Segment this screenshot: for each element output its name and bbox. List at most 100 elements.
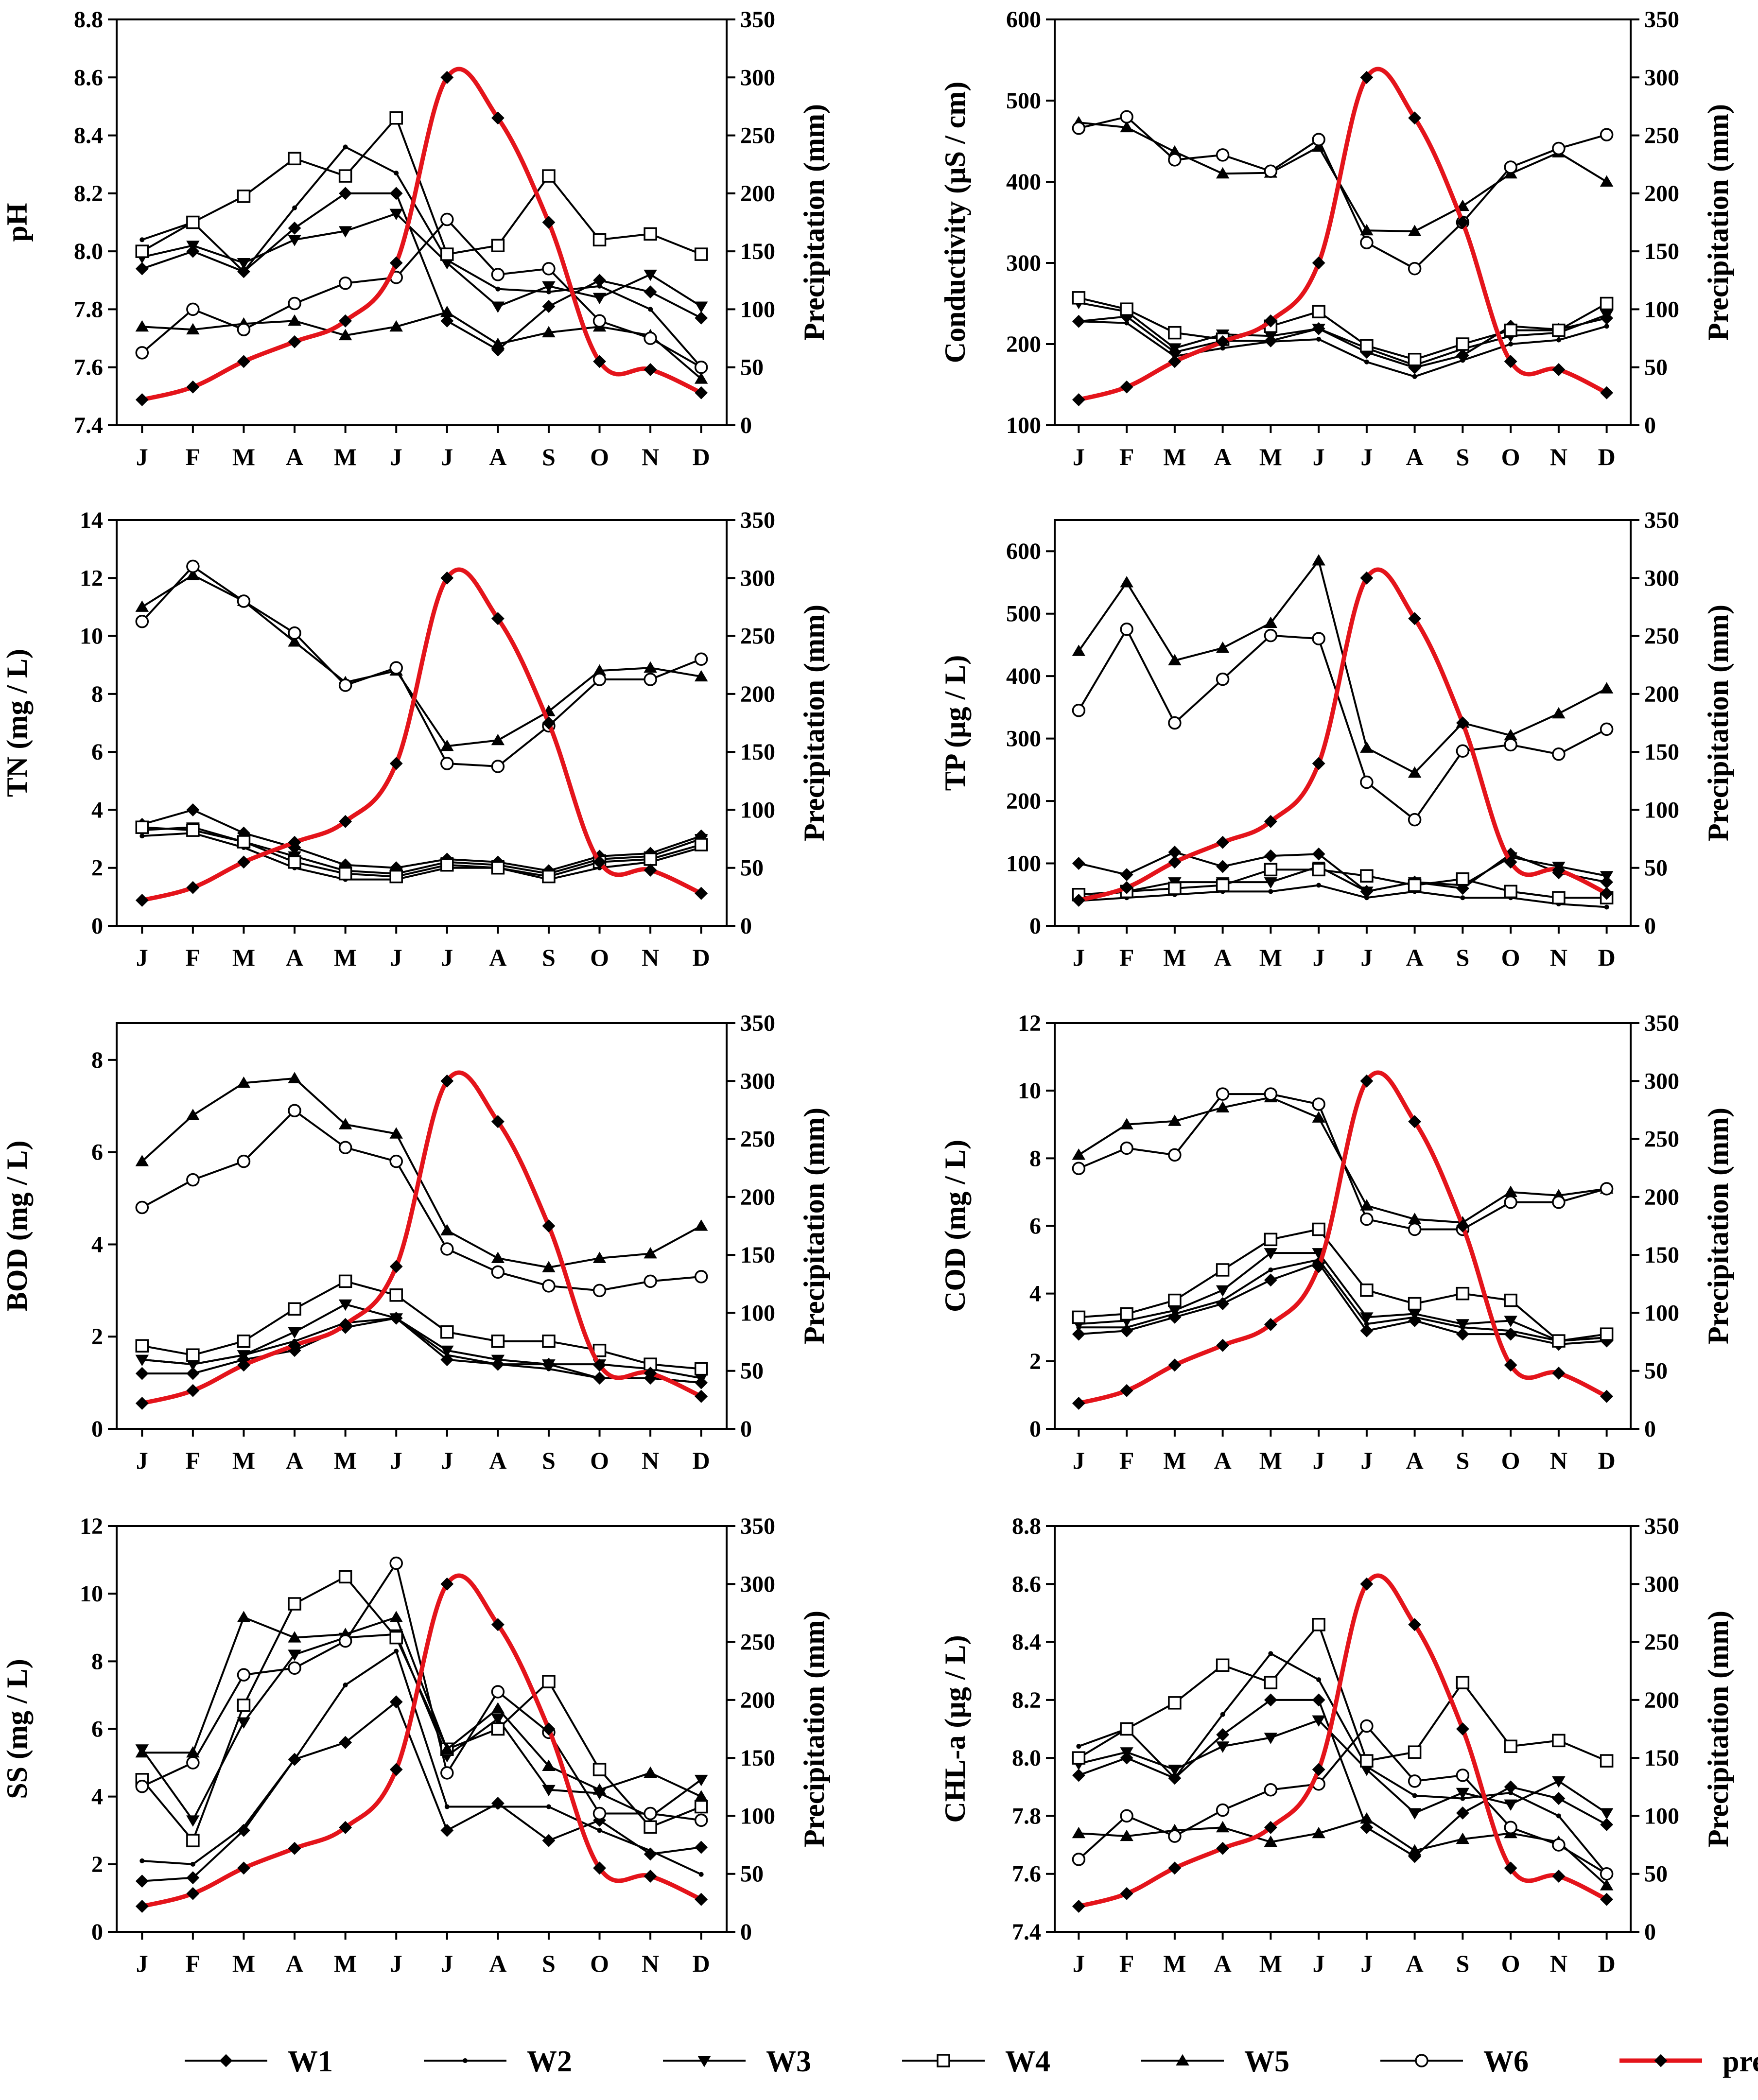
month-label-5: M [1259,944,1282,971]
month-label-10: O [1501,1447,1520,1474]
precipitation-line [1076,1573,1609,1909]
point-w1-1 [135,1367,149,1380]
point-w1-11 [644,285,657,299]
y-tick-label: 0 [91,1416,103,1442]
point-w4-3 [1168,1293,1182,1307]
precip-tick-label: 200 [740,1184,775,1210]
point-w1-12 [1600,1818,1614,1831]
series-line-w2 [1079,320,1607,378]
precip-tick-label: 200 [740,681,775,707]
precip-tick-label: 150 [1644,1745,1679,1771]
y-tick-label: 8 [91,1649,103,1674]
point-w4-2 [186,215,200,229]
series-w5 [135,306,708,384]
series-w4 [1072,1618,1614,1768]
point-w4-7 [1360,869,1374,883]
series-precipitation [135,67,708,406]
series-line-w2 [1078,1652,1608,1874]
point-w6-6 [1312,1097,1325,1111]
precip-point-4 [1216,1841,1230,1855]
point-w6-1 [135,1200,149,1215]
y-tick-label: 4 [91,797,103,823]
point-w4-2 [186,1834,200,1847]
point-w1-3 [237,1823,250,1837]
point-w5-4 [1216,167,1230,179]
y-tick-label: 7.4 [1012,1919,1041,1945]
month-label-6: J [1313,1447,1325,1474]
point-w3-4 [1216,1741,1230,1753]
month-label-12: D [693,944,710,971]
point-w6-6 [1312,632,1325,645]
point-w4-12 [1600,1327,1614,1341]
month-label-8: A [489,1950,506,1977]
month-label-3: M [232,443,255,470]
point-w1-2 [186,1871,200,1885]
point-w5-6 [1312,1111,1325,1123]
precip-tick-label: 150 [1644,1242,1679,1268]
point-w2-9 [1460,895,1465,901]
precip-point-7 [1360,1074,1374,1088]
point-w5-1 [1072,1826,1086,1839]
point-w2-11 [648,1848,653,1853]
precip-axis-title: Precipitation (mm) [798,605,830,841]
series-line-w4 [1078,296,1607,361]
point-w6-10 [1504,1821,1517,1835]
month-label-8: A [489,1447,506,1474]
point-w3-9 [1456,1788,1470,1800]
month-label-3: M [1163,944,1186,971]
point-w5-3 [1168,654,1182,666]
precip-point-5 [339,314,352,328]
y-tick-label: 8 [1029,1145,1041,1171]
point-w4-9 [542,869,556,884]
point-w3-9 [542,1785,556,1797]
precip-point-4 [288,335,301,348]
point-w5-2 [186,568,200,580]
precip-axis-title: Precipitation (mm) [1702,1108,1734,1344]
month-label-4: A [1214,1447,1232,1474]
month-label-6: J [390,1447,402,1474]
month-label-2: F [186,443,201,470]
precip-point-7 [1360,571,1374,585]
y-axis-title: SS (mg / L) [1,1659,33,1799]
point-w1-5 [1264,1693,1277,1707]
precip-tick-label: 0 [740,1919,752,1945]
series-w6 [135,212,708,374]
point-w6-1 [135,615,149,628]
plot-frame [116,18,728,426]
point-w3-3 [1168,343,1182,355]
y-tick-label: 12 [1018,1010,1041,1036]
point-w5-7 [1360,741,1374,753]
point-w4-3 [237,835,251,849]
point-w6-2 [1120,110,1133,124]
legend-label: W2 [527,2045,572,2078]
month-label-1: J [136,1447,148,1474]
precip-tick-label: 250 [740,1630,775,1655]
panel-tp: 0 100 200 300 400 500 600 0 50 100 150 200 250 300 350… [939,507,1734,971]
legend-label: W6 [1483,2045,1529,2078]
series-w4 [135,820,708,884]
legend-item-w5: W5 [1141,2045,1289,2078]
y-axis-title: BOD (mg / L) [1,1141,33,1312]
point-w2-10 [597,283,602,289]
precip-point-12 [695,1892,708,1906]
month-label-10: O [1501,443,1520,470]
series-w6 [1072,1719,1614,1881]
month-label-10: O [1501,1950,1520,1977]
precip-point-11 [644,363,657,376]
precip-tick-label: 0 [1644,1919,1656,1945]
precip-point-1 [1072,894,1085,907]
point-w6-9 [542,1279,556,1293]
y-tick-label: 4 [1029,1281,1041,1307]
precipitation-line [1076,567,1609,903]
precip-point-9 [542,216,556,229]
point-w5-12 [694,670,708,682]
point-w4-10 [592,233,607,247]
precip-tick-label: 250 [740,123,775,149]
month-label-8: A [1406,944,1424,971]
point-w5-1 [135,320,149,332]
precip-point-2 [186,1887,200,1900]
point-w2-4 [292,1757,297,1762]
point-w6-6 [389,1556,403,1570]
series-w6 [1072,623,1614,827]
point-w6-4 [288,1104,301,1118]
